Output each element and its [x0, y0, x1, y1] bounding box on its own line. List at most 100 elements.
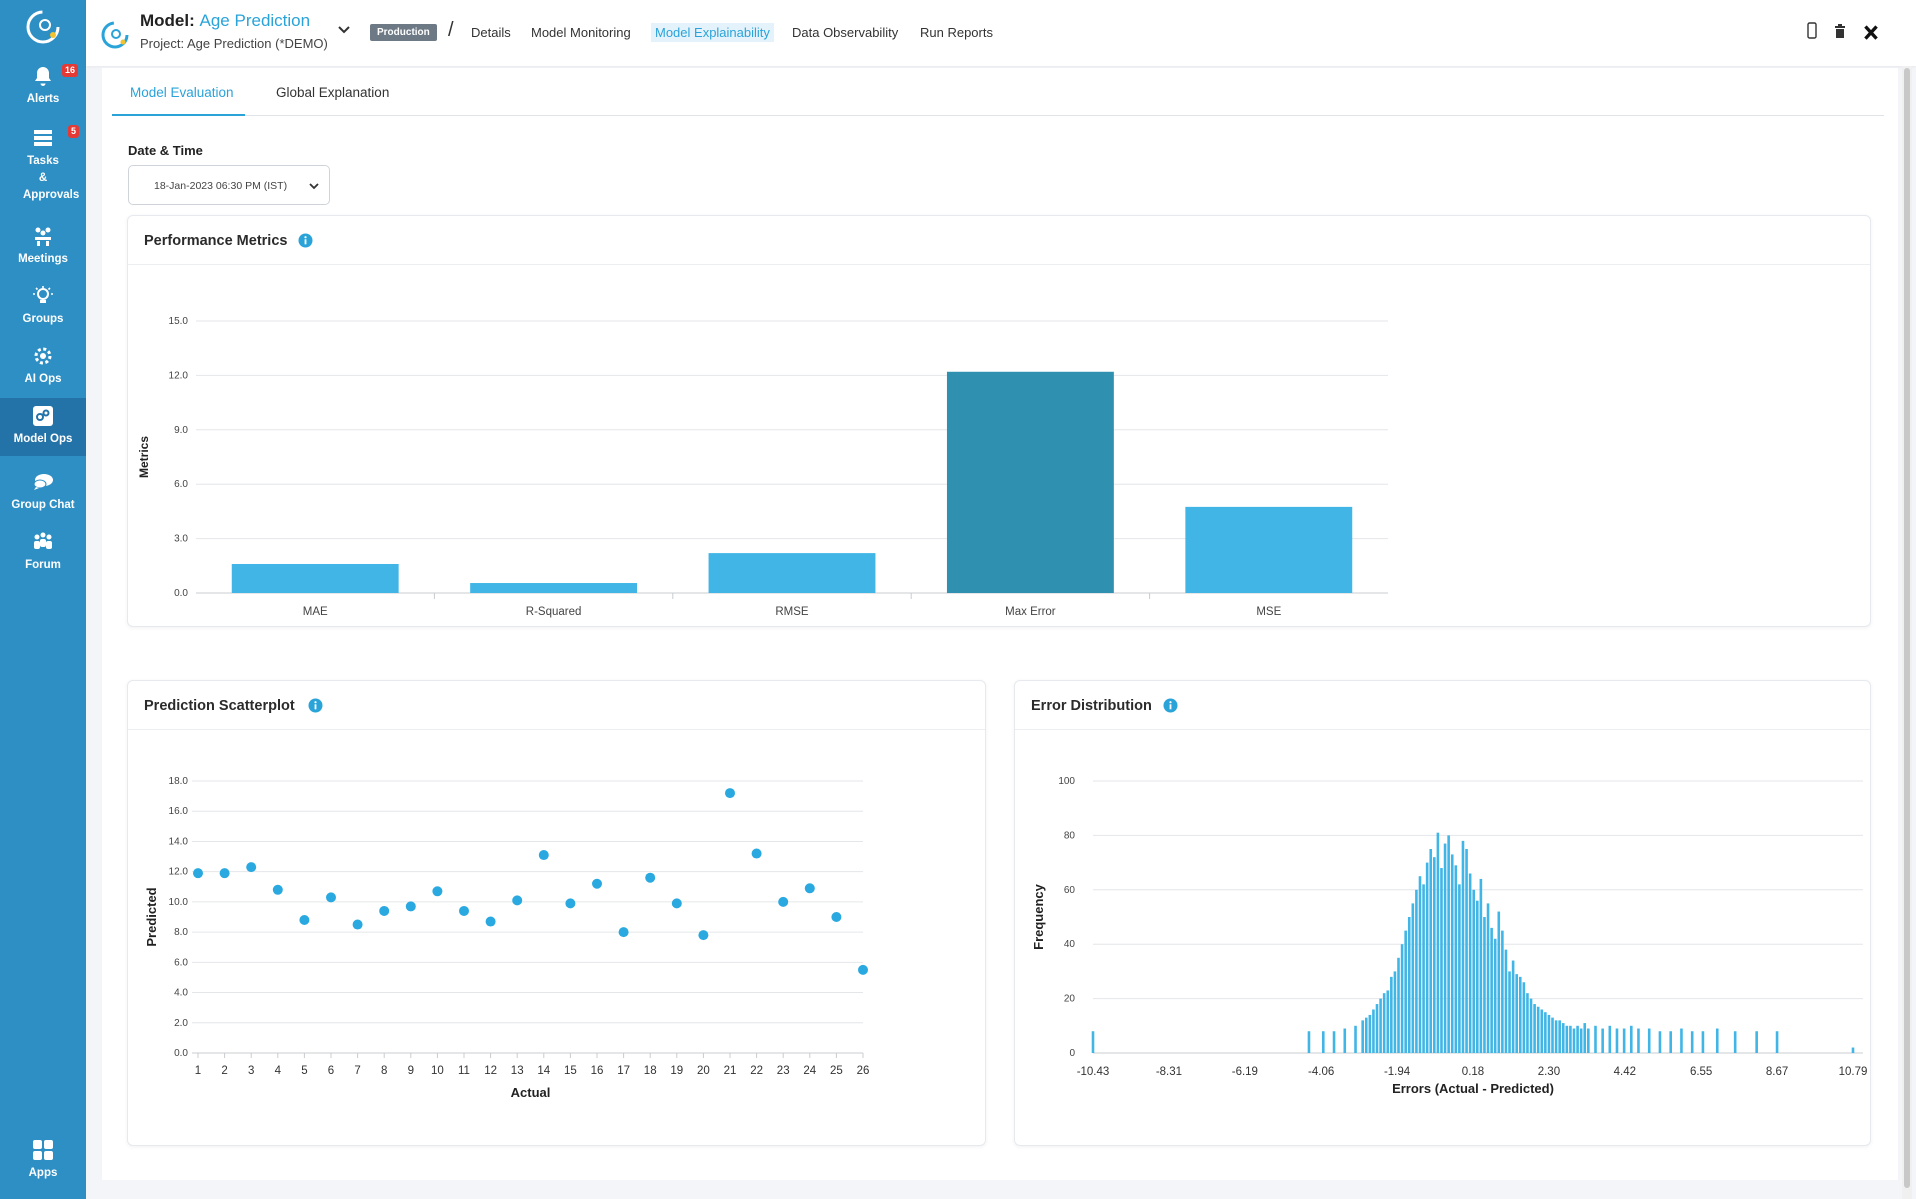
x-tick-label: 26: [857, 1065, 870, 1077]
data-point: [299, 915, 310, 926]
forum-icon: [34, 532, 52, 549]
data-point: [485, 916, 496, 927]
y-tick-label: 16.0: [169, 806, 189, 817]
trash-icon[interactable]: [1832, 22, 1848, 40]
sidebar-item-tasks-approvals[interactable]: Tasks & Approvals 5: [0, 125, 86, 204]
sidebar-item-apps[interactable]: Apps: [0, 1138, 86, 1182]
sidebar-item-label: Apps: [28, 1167, 58, 1179]
app-logo-icon[interactable]: [24, 8, 62, 46]
nav-data-observability[interactable]: Data Observability: [792, 25, 899, 40]
histogram-bar: [1733, 1031, 1737, 1053]
histogram-bar: [1091, 1031, 1095, 1053]
tasks-icon: [34, 130, 52, 146]
error-distribution-chart: 0 20 40 60 80 100 -10.43 -8.31 -6.19 -4.06 -1.94 0.…: [1031, 776, 1867, 1096]
tab-model-evaluation[interactable]: Model Evaluation: [130, 85, 234, 100]
nav-model-explainability[interactable]: Model Explainability: [651, 23, 774, 42]
x-tick-label: 3: [248, 1065, 254, 1077]
nav-model-monitoring[interactable]: Model Monitoring: [531, 25, 631, 40]
histogram-bar: [1454, 865, 1458, 1053]
data-point: [698, 930, 709, 941]
bell-icon: [35, 67, 51, 86]
x-tick-label: RMSE: [775, 606, 809, 618]
x-tick-label: 12: [484, 1065, 497, 1077]
sidebar-item-model-ops[interactable]: Model Ops: [0, 398, 86, 456]
histogram-bar: [1755, 1031, 1758, 1053]
bar: [470, 583, 638, 593]
histogram-bar: [1647, 1028, 1651, 1053]
x-axis-label: Errors (Actual - Predicted): [1392, 1081, 1554, 1096]
histogram-bar: [1447, 835, 1450, 1053]
y-tick-label: 15.0: [169, 316, 189, 327]
project-name: Project: Age Prediction (*DEMO): [140, 36, 328, 51]
error-distribution-panel: Error Distribution 0 20 40 60 80 100 -10.43 -8.…: [1014, 680, 1871, 1146]
bar: [1185, 506, 1353, 593]
sidebar-item-forum[interactable]: Forum: [0, 530, 86, 574]
y-tick-label: 2.0: [174, 1018, 188, 1029]
histogram-bar: [1436, 832, 1440, 1053]
scrollbar-thumb[interactable]: [1904, 68, 1910, 1188]
close-icon[interactable]: [1862, 22, 1880, 42]
y-tick-label: 4.0: [174, 988, 188, 999]
y-tick-label: 100: [1058, 776, 1075, 787]
panel-title: Error Distribution: [1031, 698, 1152, 714]
data-point: [778, 896, 789, 907]
y-tick-label: 3.0: [174, 534, 188, 545]
chevron-down-icon[interactable]: [336, 22, 352, 38]
nav-details[interactable]: Details: [471, 25, 511, 40]
y-tick-label: 80: [1064, 830, 1076, 841]
sidebar-item-alerts[interactable]: Alerts 16: [0, 64, 86, 108]
x-tick-label: 8.67: [1766, 1066, 1788, 1078]
nav-run-reports[interactable]: Run Reports: [920, 25, 993, 40]
histogram-bar: [1440, 868, 1443, 1053]
info-icon[interactable]: [298, 233, 313, 248]
sidebar-item-ai-ops[interactable]: AI Ops: [0, 344, 86, 388]
y-axis-label: Frequency: [1031, 883, 1046, 950]
histogram-bar: [1479, 878, 1483, 1053]
info-icon[interactable]: [1163, 698, 1178, 713]
histogram-bar: [1307, 1031, 1311, 1053]
x-tick-label: MAE: [303, 606, 328, 618]
x-tick-label: 2.30: [1538, 1066, 1560, 1078]
histogram-bar: [1422, 884, 1425, 1053]
x-axis-label: Actual: [511, 1085, 551, 1100]
y-tick-label: 60: [1064, 885, 1076, 896]
prediction-scatterplot-chart: 0.02.04.06.08.010.012.014.016.018.01 2 3 4 5…: [144, 776, 870, 1100]
vertical-scrollbar[interactable]: [1902, 66, 1912, 1199]
sidebar-item-groups[interactable]: Groups: [0, 284, 86, 328]
data-point: [645, 872, 656, 883]
data-point: [272, 884, 283, 895]
histogram-bar: [1504, 949, 1508, 1053]
x-tick-label: 9: [408, 1065, 414, 1077]
x-tick-label: 10: [431, 1065, 444, 1077]
x-tick-label: 1: [195, 1065, 201, 1077]
y-tick-label: 14.0: [169, 836, 189, 847]
x-tick-label: 6: [328, 1065, 334, 1077]
x-tick-label: -4.06: [1308, 1066, 1334, 1078]
x-tick-label: 5: [301, 1065, 307, 1077]
tab-global-explanation[interactable]: Global Explanation: [276, 85, 390, 100]
x-tick-label: R-Squared: [526, 606, 582, 618]
sidebar-item-group-chat[interactable]: Group Chat: [0, 470, 86, 514]
tasks-count-badge: 5: [68, 125, 80, 138]
data-point: [352, 919, 363, 930]
histogram-bar: [1393, 971, 1397, 1053]
x-tick-label: 0.18: [1462, 1066, 1484, 1078]
histogram-bar: [1332, 1031, 1336, 1053]
x-tick-label: Max Error: [1005, 606, 1056, 618]
histogram-bar: [1565, 1025, 1569, 1053]
x-tick-label: 15: [564, 1065, 577, 1077]
sidebar-item-meetings[interactable]: Meetings: [0, 224, 86, 268]
x-tick-label: -10.43: [1077, 1066, 1110, 1078]
panel-header: Error Distribution: [1015, 681, 1870, 730]
info-icon[interactable]: [308, 698, 323, 713]
histogram-bar: [1486, 903, 1490, 1053]
mobile-icon[interactable]: [1804, 22, 1820, 40]
histogram-bar: [1518, 976, 1522, 1053]
histogram-bar: [1508, 971, 1511, 1053]
panel-title: Performance Metrics: [144, 233, 288, 249]
data-point: [405, 901, 416, 912]
x-tick-label: 4: [275, 1065, 282, 1077]
data-point: [246, 862, 257, 873]
data-point: [459, 905, 469, 916]
date-time-select[interactable]: 18-Jan-2023 06:30 PM (IST): [128, 165, 330, 205]
